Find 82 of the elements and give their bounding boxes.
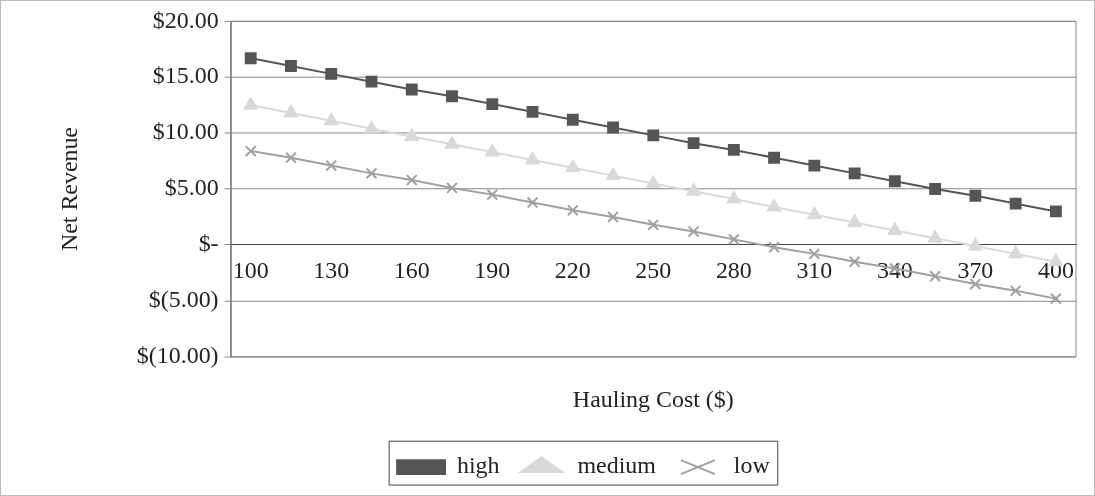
point bbox=[969, 189, 982, 202]
point bbox=[647, 129, 660, 142]
point bbox=[485, 144, 500, 157]
point bbox=[1009, 197, 1022, 210]
point bbox=[444, 136, 460, 149]
point bbox=[687, 225, 700, 238]
y-tick-label: $5.00 bbox=[164, 174, 219, 201]
point bbox=[566, 204, 579, 217]
point bbox=[848, 167, 861, 180]
point bbox=[929, 183, 942, 195]
point bbox=[565, 159, 580, 173]
point bbox=[607, 211, 619, 223]
legend-label: high bbox=[457, 452, 500, 479]
x-axis-title: Hauling Cost ($) bbox=[572, 386, 734, 413]
y-axis-title: Net Revenue bbox=[56, 127, 83, 252]
point bbox=[606, 167, 621, 181]
point bbox=[525, 152, 540, 165]
point bbox=[325, 159, 338, 172]
point bbox=[526, 196, 539, 209]
point bbox=[607, 121, 619, 134]
point bbox=[686, 183, 701, 196]
point bbox=[446, 181, 458, 194]
point bbox=[687, 137, 700, 150]
point bbox=[968, 238, 983, 251]
point bbox=[808, 247, 821, 260]
x-tick-label: 250 bbox=[635, 256, 672, 283]
point bbox=[929, 270, 942, 283]
point bbox=[727, 143, 740, 156]
point bbox=[365, 167, 378, 180]
point bbox=[486, 188, 499, 201]
point bbox=[727, 233, 740, 246]
x-tick-label: 310 bbox=[796, 256, 833, 283]
point bbox=[325, 67, 338, 80]
point bbox=[928, 230, 943, 243]
point bbox=[405, 83, 418, 96]
point bbox=[768, 241, 781, 254]
point bbox=[1009, 284, 1022, 297]
y-tick-label: $(5.00) bbox=[148, 286, 219, 313]
point bbox=[486, 98, 499, 110]
point bbox=[848, 255, 861, 268]
point bbox=[807, 206, 822, 220]
point bbox=[285, 60, 297, 72]
point bbox=[969, 278, 982, 291]
x-tick-label: 280 bbox=[715, 256, 752, 283]
y-tick-label: $10.00 bbox=[152, 118, 219, 145]
point bbox=[283, 105, 299, 118]
x-tick-label: 100 bbox=[232, 256, 269, 283]
point bbox=[243, 97, 258, 110]
point bbox=[1008, 245, 1023, 259]
x-tick-label: 130 bbox=[313, 256, 350, 283]
point bbox=[244, 52, 257, 65]
point bbox=[726, 191, 741, 204]
point bbox=[887, 222, 902, 235]
point bbox=[808, 159, 821, 172]
point bbox=[244, 145, 257, 157]
y-tick-label: $(10.00) bbox=[136, 342, 219, 369]
point bbox=[847, 214, 862, 228]
x-tick-label: 370 bbox=[957, 256, 994, 283]
point bbox=[1049, 205, 1062, 218]
point bbox=[365, 75, 378, 88]
point bbox=[888, 175, 901, 188]
point bbox=[566, 113, 579, 126]
y-tick-label: $20.00 bbox=[152, 6, 219, 33]
y-tick-label: $- bbox=[198, 230, 219, 257]
point bbox=[767, 198, 782, 212]
point bbox=[646, 175, 661, 188]
point bbox=[446, 90, 458, 103]
point bbox=[285, 151, 297, 164]
x-tick-label: 220 bbox=[554, 256, 591, 283]
x-tick-label: 190 bbox=[474, 256, 511, 283]
point bbox=[768, 151, 781, 164]
legend-label: low bbox=[733, 452, 771, 479]
x-tick-label: 160 bbox=[393, 256, 430, 283]
point bbox=[364, 120, 379, 134]
point bbox=[647, 218, 660, 231]
legend-label: medium bbox=[577, 452, 657, 479]
point bbox=[324, 112, 339, 126]
point bbox=[526, 105, 539, 118]
point bbox=[405, 174, 418, 187]
point bbox=[404, 128, 419, 141]
y-tick-label: $15.00 bbox=[152, 62, 219, 89]
point bbox=[1049, 292, 1062, 305]
